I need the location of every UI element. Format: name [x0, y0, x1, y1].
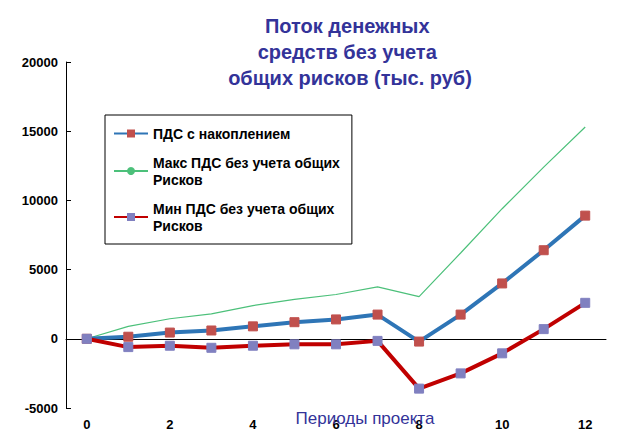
svg-text:общих рисков (тыс. руб): общих рисков (тыс. руб)	[228, 67, 472, 89]
svg-text:15000: 15000	[22, 124, 58, 139]
svg-text:Поток денежных: Поток денежных	[265, 15, 435, 37]
svg-text:0: 0	[83, 417, 90, 432]
svg-text:2: 2	[166, 417, 173, 432]
svg-text:-5000: -5000	[25, 401, 58, 416]
svg-text:ПДС с накоплением: ПДС с накоплением	[153, 126, 290, 142]
svg-text:10000: 10000	[22, 193, 58, 208]
svg-text:12: 12	[578, 417, 592, 432]
svg-text:Макс ПДС без учета общих: Макс ПДС без учета общих	[153, 155, 340, 171]
svg-text:4: 4	[249, 417, 257, 432]
svg-text:10: 10	[495, 417, 509, 432]
svg-text:20000: 20000	[22, 55, 58, 70]
svg-text:Рисков: Рисков	[153, 172, 203, 188]
svg-text:Периоды проекта: Периоды проекта	[296, 409, 435, 428]
svg-text:Мин ПДС без учета общих: Мин ПДС без учета общих	[153, 201, 335, 217]
svg-text:Рисков: Рисков	[153, 218, 203, 234]
svg-text:0: 0	[51, 331, 58, 346]
svg-text:средств без учета: средств без учета	[258, 41, 443, 63]
svg-text:5000: 5000	[29, 262, 58, 277]
